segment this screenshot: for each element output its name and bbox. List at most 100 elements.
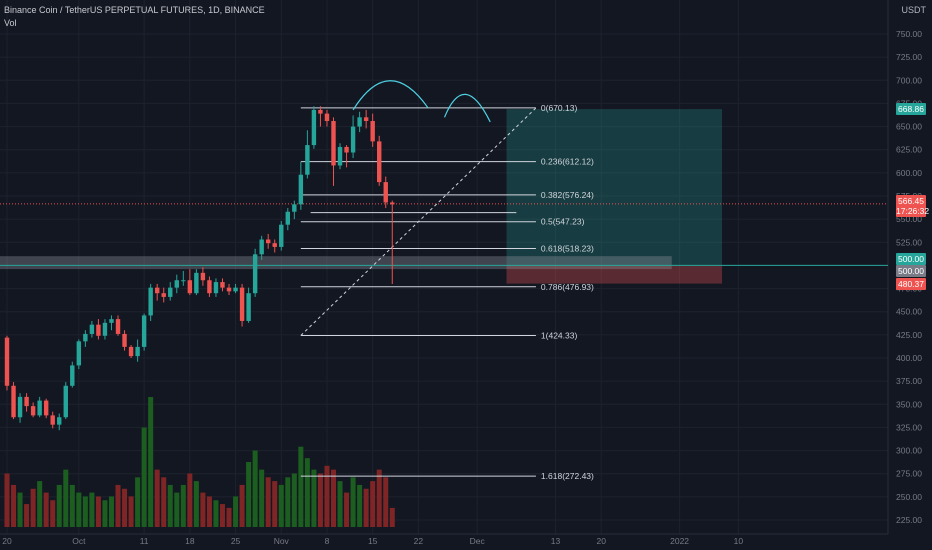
candle-body bbox=[168, 287, 173, 297]
x-tick-label: Oct bbox=[72, 536, 86, 546]
price-tag-value: 500.00 bbox=[898, 254, 924, 265]
y-tick-label: 525.00 bbox=[896, 237, 922, 247]
fib-level-label: 1(424.33) bbox=[541, 330, 578, 340]
y-tick-label: 625.00 bbox=[896, 145, 922, 155]
price-tag: 480.37 bbox=[896, 277, 926, 290]
candle-body bbox=[43, 400, 49, 416]
volume-bar bbox=[363, 488, 369, 527]
x-tick-label: 11 bbox=[140, 536, 149, 546]
price-tag-value: 500.00 bbox=[898, 266, 924, 277]
y-tick-label: 425.00 bbox=[896, 330, 922, 340]
y-tick-label: 350.00 bbox=[896, 399, 922, 409]
volume-bar bbox=[233, 496, 239, 527]
candle-body bbox=[50, 415, 55, 425]
y-tick-label: 400.00 bbox=[896, 353, 922, 363]
volume-bar bbox=[187, 473, 193, 527]
candle-body bbox=[70, 365, 75, 386]
volume-bar bbox=[298, 446, 304, 527]
volume-bar bbox=[11, 484, 17, 527]
x-tick-label: 20 bbox=[596, 536, 606, 546]
volume-bar bbox=[128, 496, 134, 527]
volume-bar bbox=[102, 500, 108, 527]
candle-body bbox=[285, 211, 290, 225]
volume-bar bbox=[154, 469, 160, 527]
candle-body bbox=[279, 224, 284, 247]
candle-body bbox=[30, 406, 36, 416]
candle-body bbox=[135, 346, 140, 357]
candle-body bbox=[331, 121, 336, 166]
candle-body bbox=[377, 141, 382, 183]
candle-body bbox=[141, 315, 147, 347]
volume-bar bbox=[324, 465, 330, 527]
volume-bar bbox=[115, 484, 121, 527]
candle-body bbox=[174, 280, 179, 288]
symbol-title[interactable]: Binance Coin / TetherUS PERPETUAL FUTURE… bbox=[4, 5, 265, 15]
volume-bar bbox=[122, 488, 128, 527]
volume-bar bbox=[200, 492, 206, 527]
volume-bar bbox=[265, 477, 271, 527]
x-tick-label: 15 bbox=[368, 536, 378, 546]
candle-body bbox=[187, 280, 193, 294]
price-tag-value: 480.37 bbox=[898, 278, 924, 289]
price-tag-value: 668.86 bbox=[898, 104, 924, 115]
price-tag: 566.45 17:26:32 bbox=[896, 194, 929, 217]
x-tick-label: 18 bbox=[185, 536, 195, 546]
volume-bar bbox=[76, 492, 82, 527]
candle-body bbox=[57, 417, 62, 425]
candle-body bbox=[83, 333, 88, 342]
y-tick-label: 225.00 bbox=[896, 515, 922, 525]
candle-body bbox=[128, 346, 134, 357]
candle-body bbox=[115, 319, 121, 334]
y-tick-label: 650.00 bbox=[896, 122, 922, 132]
volume-bar bbox=[43, 492, 49, 527]
candle-body bbox=[11, 385, 16, 418]
y-tick-label: 325.00 bbox=[896, 422, 922, 432]
volume-bar bbox=[331, 469, 336, 527]
candle-body bbox=[324, 113, 330, 122]
volume-bar bbox=[141, 427, 147, 527]
candle-body bbox=[239, 287, 245, 321]
candle-body bbox=[4, 337, 10, 386]
volume-bar bbox=[226, 507, 232, 527]
volume-bar bbox=[167, 484, 173, 527]
volume-bar bbox=[161, 477, 167, 527]
candle-body bbox=[233, 287, 238, 292]
x-tick-label: 25 bbox=[231, 536, 241, 546]
volume-bar bbox=[180, 484, 186, 527]
candle-body bbox=[102, 322, 108, 336]
volume-bar bbox=[148, 397, 154, 527]
volume-bar bbox=[337, 481, 343, 527]
price-tag: 500.00 bbox=[896, 253, 926, 266]
candle-body bbox=[76, 341, 82, 366]
candle-body bbox=[318, 109, 323, 114]
volume-bar bbox=[193, 481, 199, 527]
volume-indicator-label[interactable]: Vol bbox=[4, 18, 17, 28]
volume-bar bbox=[69, 484, 75, 527]
volume-bar bbox=[17, 492, 23, 527]
volume-bar bbox=[317, 473, 323, 527]
x-tick-label: 2022 bbox=[670, 536, 689, 546]
candle-body bbox=[109, 319, 114, 323]
loss-zone bbox=[506, 265, 723, 284]
volume-bar bbox=[206, 496, 212, 527]
candle-body bbox=[370, 121, 375, 142]
candle-body bbox=[63, 385, 68, 418]
price-tag-value: 566.45 bbox=[898, 195, 924, 206]
candle-body bbox=[292, 204, 297, 212]
volume-bar bbox=[82, 496, 88, 527]
candle-body bbox=[272, 243, 277, 247]
y-tick-label: 700.00 bbox=[896, 75, 922, 85]
double-top-arc bbox=[352, 80, 429, 111]
fib-level-label: 0.382(576.24) bbox=[541, 190, 594, 200]
fib-level-label: 0.5(547.23) bbox=[541, 217, 585, 227]
volume-bar bbox=[272, 481, 278, 527]
x-tick-label: Nov bbox=[274, 536, 290, 546]
candle-body bbox=[89, 324, 95, 334]
volume-bar bbox=[56, 484, 62, 527]
volume-bar bbox=[389, 507, 395, 527]
currency-unit[interactable]: USDT bbox=[901, 5, 927, 15]
volume-bar bbox=[239, 484, 245, 527]
double-top-arc bbox=[443, 93, 491, 123]
